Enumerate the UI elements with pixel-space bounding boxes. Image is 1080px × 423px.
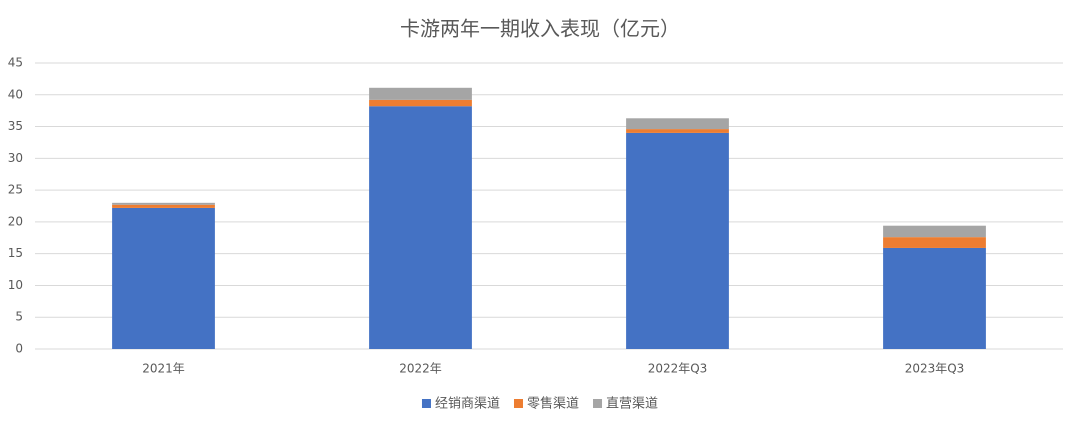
legend-label: 直营渠道: [606, 397, 658, 412]
bar-segment: [883, 225, 986, 238]
legend-swatch: [421, 399, 431, 408]
bar-segment: [883, 247, 986, 349]
y-tick-label: 30: [8, 151, 23, 165]
y-tick-label: 5: [15, 310, 23, 324]
bar-segment: [112, 207, 215, 349]
y-tick-label: 40: [8, 87, 23, 101]
y-tick-label: 35: [8, 119, 23, 133]
bar-segment: [112, 204, 215, 208]
x-tick-label: 2021年: [142, 362, 185, 376]
legend-swatch: [513, 399, 523, 408]
bar-segment: [626, 129, 729, 133]
y-tick-label: 10: [8, 278, 23, 292]
bar-segment: [369, 87, 472, 100]
bar-segment: [112, 202, 215, 205]
y-tick-label: 0: [15, 342, 23, 356]
legend-label: 零售渠道: [527, 396, 579, 412]
y-tick-label: 20: [8, 214, 23, 228]
bar-segment: [626, 132, 729, 349]
bar-segment: [369, 106, 472, 350]
x-tick-label: 2022年Q3: [648, 362, 708, 376]
y-tick-label: 45: [8, 56, 23, 70]
bar-segment: [883, 237, 986, 248]
bar-segment: [369, 99, 472, 107]
y-tick-label: 15: [8, 246, 23, 260]
x-tick-label: 2023年Q3: [905, 362, 965, 376]
y-tick-label: 25: [8, 183, 23, 197]
legend-swatch: [593, 399, 603, 408]
legend-label: 经销商渠道: [435, 397, 500, 412]
x-tick-label: 2022年: [399, 362, 442, 376]
bar-segment: [626, 118, 729, 130]
chart-title: 卡游两年一期收入表现（亿元）: [400, 17, 680, 41]
